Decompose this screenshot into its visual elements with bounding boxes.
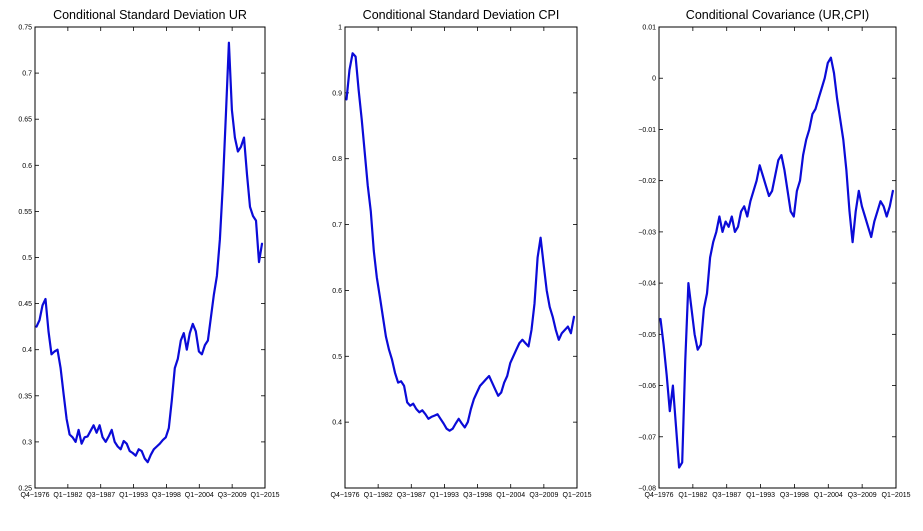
y-tick-label: 0.8 [332,156,342,163]
y-tick-label: −0.05 [638,332,656,339]
x-tick-label: Q3−1998 [780,492,809,499]
x-tick-label: Q3−1987 [397,492,426,499]
y-tick-label: 0.01 [642,25,656,32]
y-tick-label: 0.25 [18,486,32,493]
x-tick-label: Q1−1982 [53,492,82,499]
y-tick-label: −0.06 [638,383,656,390]
chart-title: Conditional Standard Deviation UR [53,8,247,22]
x-tick-label: Q1−2015 [563,492,592,499]
x-tick-label: Q1−1982 [364,492,393,499]
chart-panel-cpi-std: Conditional Standard Deviation CPI 0.4 0.5… [331,8,592,499]
y-tick-label: 0.7 [22,71,32,78]
y-tick-label: 0.45 [18,301,32,308]
x-tick-label: Q3−1998 [152,492,181,499]
x-tick-label: Q4−1976 [645,492,674,499]
x-tick-label: Q1−2015 [251,492,280,499]
x-tick-label: Q1−2004 [496,492,525,499]
y-tick-label: 0 [652,76,656,83]
y-tick-label: 0.35 [18,393,32,400]
y-tick-label: −0.02 [638,178,656,185]
y-tick-label: −0.08 [638,486,656,493]
x-tick-label: Q3−1987 [712,492,741,499]
x-tick-label: Q1−2004 [185,492,214,499]
plot-frame [344,26,578,489]
y-tick-label: 0.9 [332,90,342,97]
x-tick-label: Q1−1993 [430,492,459,499]
y-tick-label: 0.75 [18,25,32,32]
y-tick-label: 0.5 [332,354,342,361]
x-tick-label: Q3−2009 [529,492,558,499]
x-tick-label: Q1−1993 [119,492,148,499]
x-tick-label: Q4−1976 [21,492,50,499]
x-tick-label: Q4−1976 [331,492,360,499]
plot-frame [658,26,897,489]
chart-panel-ur-std: Conditional Standard Deviation UR 0.25 0.3… [18,8,279,499]
series-line [345,52,576,432]
y-tick-label: 0.6 [22,163,32,170]
series-line [35,41,264,464]
x-tick-label: Q3−2009 [848,492,877,499]
x-tick-label: Q3−2009 [218,492,247,499]
chart-title: Conditional Covariance (UR,CPI) [686,8,869,22]
y-tick-label: 0.55 [18,209,32,216]
y-tick-label: −0.04 [638,281,656,288]
y-tick-label: 1 [338,25,342,32]
y-tick-label: 0.5 [22,255,32,262]
series-line [659,56,895,469]
y-tick-label: 0.4 [22,347,32,354]
x-tick-label: Q1−1982 [678,492,707,499]
x-tick-label: Q1−1993 [746,492,775,499]
chart-panel-covariance: Conditional Covariance (UR,CPI) −0.08 −0.0… [638,8,910,499]
x-tick-label: Q1−2004 [814,492,843,499]
x-tick-label: Q3−1998 [463,492,492,499]
y-tick-label: −0.01 [638,127,656,134]
y-tick-label: −0.07 [638,434,656,441]
y-tick-label: 0.3 [22,439,32,446]
y-tick-label: 0.6 [332,288,342,295]
chart-title: Conditional Standard Deviation CPI [363,8,560,22]
y-tick-label: 0.65 [18,117,32,124]
y-tick-label: 0.7 [332,222,342,229]
y-tick-label: −0.03 [638,229,656,236]
x-tick-label: Q1−2015 [882,492,911,499]
y-tick-label: 0.4 [332,420,342,427]
x-tick-label: Q3−1987 [86,492,115,499]
